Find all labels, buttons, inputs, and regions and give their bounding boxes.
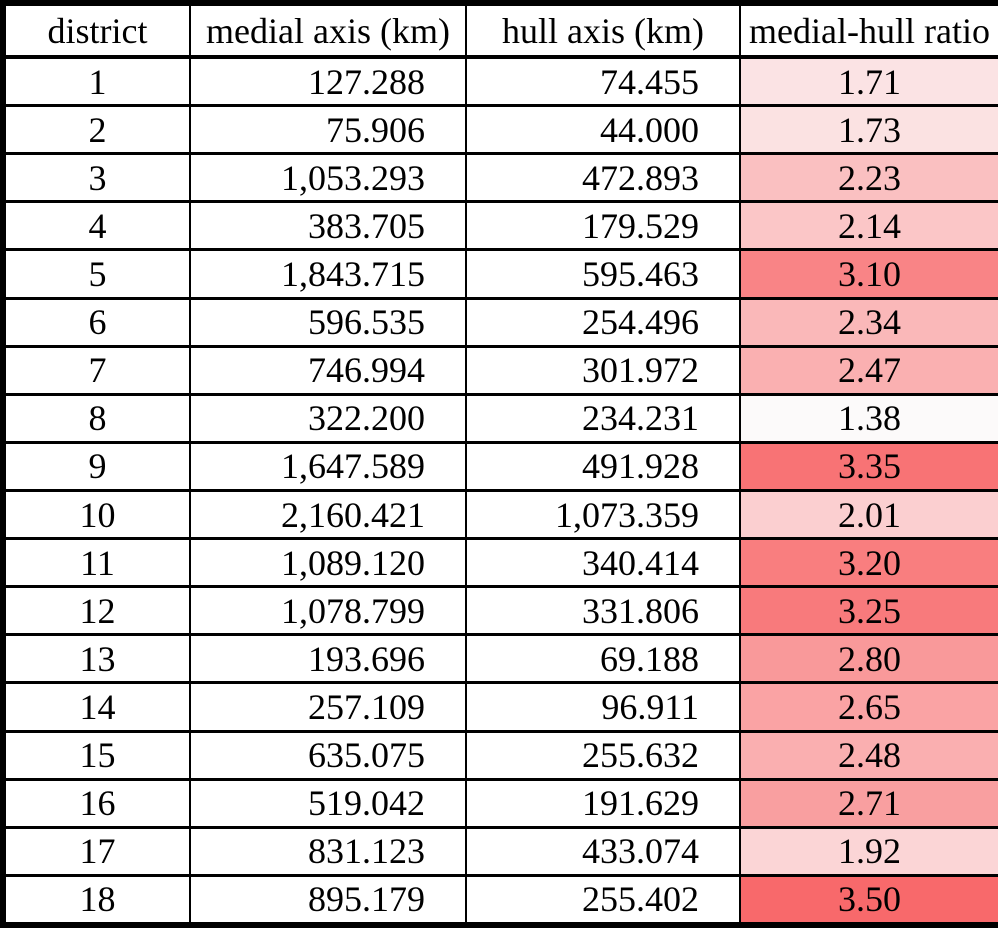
district-cell: 13 xyxy=(2,633,191,685)
hull-axis-cell: 301.972 xyxy=(465,344,741,396)
district-cell: 4 xyxy=(2,200,191,252)
ratio-cell: 2.34 xyxy=(739,296,998,348)
hull-axis-cell: 69.188 xyxy=(465,633,741,685)
hull-axis-cell: 331.806 xyxy=(465,585,741,637)
medial-axis-cell: 746.994 xyxy=(189,344,467,396)
table-row: 5 1,843.715 595.463 3.10 xyxy=(2,248,998,300)
table-row: 7 746.994 301.972 2.47 xyxy=(2,344,998,396)
hull-axis-cell: 96.911 xyxy=(465,681,741,733)
ratio-cell: 1.71 xyxy=(739,55,998,108)
district-cell: 7 xyxy=(2,344,191,396)
table-row: 1 127.288 74.455 1.71 xyxy=(2,55,998,108)
ratio-cell: 2.65 xyxy=(739,681,998,733)
medial-axis-cell: 322.200 xyxy=(189,392,467,444)
hull-axis-cell: 191.629 xyxy=(465,777,741,829)
district-cell: 12 xyxy=(2,585,191,637)
table-body: 1 127.288 74.455 1.71 2 75.906 44.000 1.73 3 1,05… xyxy=(2,55,998,927)
district-cell: 2 xyxy=(2,104,191,156)
medial-axis-cell: 831.123 xyxy=(189,825,467,877)
hull-axis-cell: 491.928 xyxy=(465,440,741,492)
ratio-cell: 1.38 xyxy=(739,392,998,444)
district-cell: 8 xyxy=(2,392,191,444)
table-header: district medial axis (km) hull axis (km)… xyxy=(2,2,998,59)
medial-axis-cell: 383.705 xyxy=(189,200,467,252)
district-cell: 5 xyxy=(2,248,191,300)
ratio-cell: 3.25 xyxy=(739,585,998,637)
district-cell: 16 xyxy=(2,777,191,829)
hull-axis-cell: 255.402 xyxy=(465,873,741,927)
district-cell: 10 xyxy=(2,488,191,541)
medial-axis-cell: 1,647.589 xyxy=(189,440,467,492)
medial-axis-cell: 635.075 xyxy=(189,729,467,781)
district-cell: 1 xyxy=(2,55,191,108)
hull-axis-cell: 595.463 xyxy=(465,248,741,300)
column-header-medial-hull-ratio: medial-hull ratio xyxy=(739,2,998,59)
ratio-cell: 3.50 xyxy=(739,873,998,927)
ratio-cell: 3.35 xyxy=(739,440,998,492)
table-row: 9 1,647.589 491.928 3.35 xyxy=(2,440,998,492)
hull-axis-cell: 44.000 xyxy=(465,104,741,156)
medial-axis-cell: 596.535 xyxy=(189,296,467,348)
ratio-cell: 2.01 xyxy=(739,488,998,541)
hull-axis-cell: 234.231 xyxy=(465,392,741,444)
table-row: 13 193.696 69.188 2.80 xyxy=(2,633,998,685)
ratio-cell: 1.92 xyxy=(739,825,998,877)
hull-axis-cell: 433.074 xyxy=(465,825,741,877)
table-row: 3 1,053.293 472.893 2.23 xyxy=(2,152,998,204)
hull-axis-cell: 254.496 xyxy=(465,296,741,348)
table-row: 14 257.109 96.911 2.65 xyxy=(2,681,998,733)
ratio-cell: 2.71 xyxy=(739,777,998,829)
medial-axis-cell: 1,089.120 xyxy=(189,537,467,589)
medial-axis-cell: 1,053.293 xyxy=(189,152,467,204)
district-cell: 18 xyxy=(2,873,191,927)
medial-axis-cell: 1,843.715 xyxy=(189,248,467,300)
district-cell: 3 xyxy=(2,152,191,204)
table-row: 16 519.042 191.629 2.71 xyxy=(2,777,998,829)
hull-axis-cell: 340.414 xyxy=(465,537,741,589)
medial-axis-cell: 257.109 xyxy=(189,681,467,733)
district-cell: 15 xyxy=(2,729,191,781)
hull-axis-cell: 179.529 xyxy=(465,200,741,252)
table-row: 10 2,160.421 1,073.359 2.01 xyxy=(2,488,998,541)
hull-axis-cell: 74.455 xyxy=(465,55,741,108)
ratio-cell: 3.20 xyxy=(739,537,998,589)
ratio-cell: 2.47 xyxy=(739,344,998,396)
table-row: 18 895.179 255.402 3.50 xyxy=(2,873,998,927)
header-row: district medial axis (km) hull axis (km)… xyxy=(2,2,998,59)
ratio-cell: 2.48 xyxy=(739,729,998,781)
table-row: 15 635.075 255.632 2.48 xyxy=(2,729,998,781)
ratio-cell: 1.73 xyxy=(739,104,998,156)
table-row: 12 1,078.799 331.806 3.25 xyxy=(2,585,998,637)
column-header-hull-axis: hull axis (km) xyxy=(465,2,741,59)
hull-axis-cell: 255.632 xyxy=(465,729,741,781)
column-header-district: district xyxy=(2,2,191,59)
district-cell: 9 xyxy=(2,440,191,492)
ratio-cell: 3.10 xyxy=(739,248,998,300)
table-row: 8 322.200 234.231 1.38 xyxy=(2,392,998,444)
table-row: 2 75.906 44.000 1.73 xyxy=(2,104,998,156)
ratio-cell: 2.23 xyxy=(739,152,998,204)
ratio-cell: 2.14 xyxy=(739,200,998,252)
medial-axis-cell: 2,160.421 xyxy=(189,488,467,541)
ratio-cell: 2.80 xyxy=(739,633,998,685)
hull-axis-cell: 1,073.359 xyxy=(465,488,741,541)
medial-axis-cell: 193.696 xyxy=(189,633,467,685)
medial-axis-cell: 127.288 xyxy=(189,55,467,108)
medial-axis-cell: 1,078.799 xyxy=(189,585,467,637)
district-cell: 11 xyxy=(2,537,191,589)
table-row: 17 831.123 433.074 1.92 xyxy=(2,825,998,877)
district-cell: 17 xyxy=(2,825,191,877)
medial-axis-cell: 75.906 xyxy=(189,104,467,156)
table-row: 6 596.535 254.496 2.34 xyxy=(2,296,998,348)
medial-axis-cell: 519.042 xyxy=(189,777,467,829)
district-cell: 6 xyxy=(2,296,191,348)
district-cell: 14 xyxy=(2,681,191,733)
column-header-medial-axis: medial axis (km) xyxy=(189,2,467,59)
medial-axis-cell: 895.179 xyxy=(189,873,467,927)
hull-axis-cell: 472.893 xyxy=(465,152,741,204)
table-row: 4 383.705 179.529 2.14 xyxy=(2,200,998,252)
table-row: 11 1,089.120 340.414 3.20 xyxy=(2,537,998,589)
